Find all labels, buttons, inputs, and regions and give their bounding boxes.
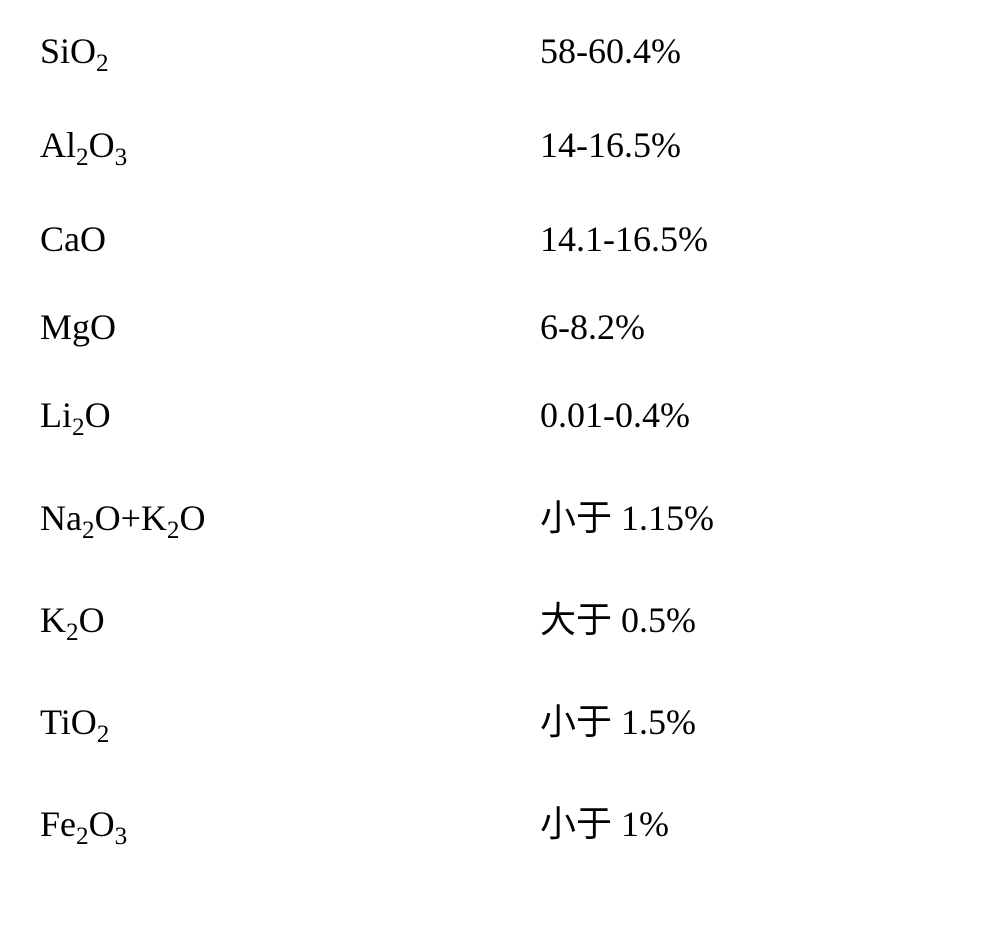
table-row: Fe2O3 小于 1% bbox=[40, 795, 960, 851]
compound-name: Al2O3 bbox=[40, 124, 540, 172]
table-row: Na2O+K2O 小于 1.15% bbox=[40, 489, 960, 545]
table-row: MgO 6-8.2% bbox=[40, 306, 960, 348]
compound-name: CaO bbox=[40, 218, 540, 260]
compound-name: Li2O bbox=[40, 394, 540, 442]
table-row: CaO 14.1-16.5% bbox=[40, 218, 960, 260]
table-row: SiO2 58-60.4% bbox=[40, 30, 960, 78]
table-row: TiO2 小于 1.5% bbox=[40, 693, 960, 749]
compound-name: K2O bbox=[40, 599, 540, 647]
compound-value: 小于 1.5% bbox=[540, 693, 960, 745]
compound-name: Na2O+K2O bbox=[40, 497, 540, 545]
compound-value: 大于 0.5% bbox=[540, 591, 960, 643]
compound-name: Fe2O3 bbox=[40, 803, 540, 851]
compound-value: 0.01-0.4% bbox=[540, 394, 960, 436]
compound-name: SiO2 bbox=[40, 30, 540, 78]
table-row: Li2O 0.01-0.4% bbox=[40, 394, 960, 442]
compound-name: TiO2 bbox=[40, 701, 540, 749]
compound-name: MgO bbox=[40, 306, 540, 348]
table-row: K2O 大于 0.5% bbox=[40, 591, 960, 647]
composition-table: SiO2 58-60.4% Al2O3 14-16.5% CaO 14.1-16… bbox=[0, 0, 1000, 927]
table-row: Al2O3 14-16.5% bbox=[40, 124, 960, 172]
compound-value: 14.1-16.5% bbox=[540, 218, 960, 260]
compound-value: 小于 1.15% bbox=[540, 489, 960, 541]
compound-value: 6-8.2% bbox=[540, 306, 960, 348]
compound-value: 14-16.5% bbox=[540, 124, 960, 166]
compound-value: 58-60.4% bbox=[540, 30, 960, 72]
compound-value: 小于 1% bbox=[540, 795, 960, 847]
